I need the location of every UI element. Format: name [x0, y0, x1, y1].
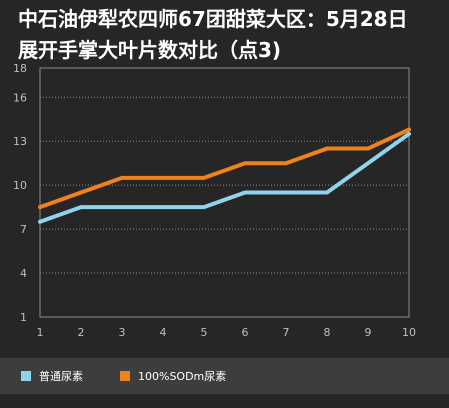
- y-tick-label-18: 18: [13, 62, 27, 75]
- x-axis-ticks: 1 2 3 4 5 6 7 8 9 10: [37, 326, 417, 339]
- x-tick-label-3: 3: [119, 326, 126, 339]
- y-tick-label-10: 10: [13, 179, 27, 192]
- series-line-1: [38, 131, 411, 224]
- y-tick-label-4: 4: [20, 267, 27, 280]
- x-tick-label-10: 10: [402, 326, 416, 339]
- y-tick-label-16: 16: [13, 91, 27, 104]
- series-lines: [38, 127, 411, 224]
- chart-title: 中石油伊犁农四师67团甜菜大区：5月28日 展开手掌大叶片数对比（点3): [18, 4, 443, 66]
- x-tick-label-1: 1: [37, 326, 44, 339]
- x-tick-label-7: 7: [283, 326, 290, 339]
- y-axis-ticks: 1 4 7 10 13 16 18: [13, 62, 27, 324]
- chart-title-line-1: 中石油伊犁农四师67团甜菜大区：5月28日: [18, 7, 408, 31]
- series-line-2: [38, 127, 411, 210]
- legend-item-series-2: 100%SODm尿素: [120, 368, 226, 384]
- legend-label-series-2: 100%SODm尿素: [138, 370, 227, 383]
- y-tick-label-13: 13: [13, 135, 27, 148]
- x-tick-label-2: 2: [78, 326, 85, 339]
- legend-swatch-series-1: [21, 371, 31, 381]
- y-tick-label-1: 1: [20, 311, 27, 324]
- line-chart: 1 4 7 10 13 16 18 1 2 3 4 5 6 7 8 9 10: [13, 62, 417, 339]
- x-tick-label-8: 8: [324, 326, 331, 339]
- x-tick-label-5: 5: [201, 326, 208, 339]
- legend-item-series-1: 普通尿素: [21, 368, 83, 384]
- x-tick-label-6: 6: [242, 326, 249, 339]
- grid-lines: [39, 67, 410, 318]
- y-tick-label-7: 7: [20, 223, 27, 236]
- legend: 普通尿素 100%SODm尿素: [0, 358, 449, 394]
- x-tick-label-4: 4: [160, 326, 167, 339]
- legend-label-series-1: 普通尿素: [39, 370, 83, 383]
- plot-area-border: [39, 67, 410, 318]
- chart-title-line-2: 展开手掌大叶片数对比（点3): [18, 38, 282, 62]
- legend-swatch-series-2: [120, 371, 130, 381]
- x-tick-label-9: 9: [365, 326, 372, 339]
